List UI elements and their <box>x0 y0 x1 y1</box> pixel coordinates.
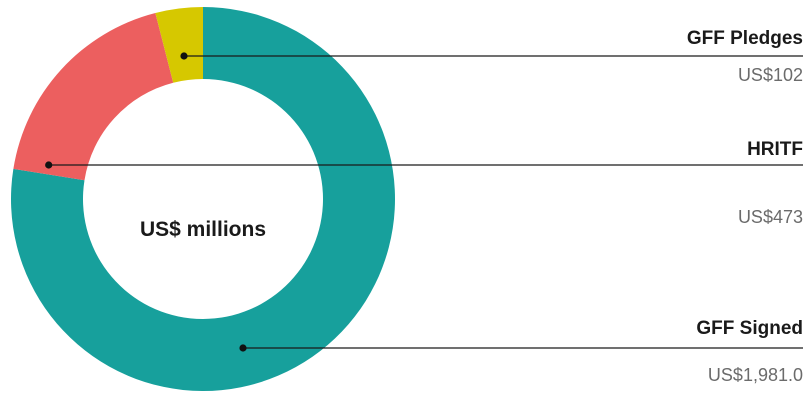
legend-value-hritf: US$473 <box>738 207 803 227</box>
slice-hritf <box>13 13 174 181</box>
legend-value-gff-pledges: US$102 <box>738 65 803 85</box>
leader-dot-hritf <box>45 161 53 169</box>
leader-dot-gff-signed <box>239 344 247 352</box>
slice-gff-pledges <box>155 7 203 83</box>
leader-dot-gff-pledges <box>180 52 188 60</box>
center-label: US$ millions <box>140 218 266 241</box>
legend-value-gff-signed: US$1,981.0 <box>708 365 803 385</box>
leader-lines <box>45 52 803 352</box>
slice-gff-signed <box>10 7 395 391</box>
legend-label-gff-signed: GFF Signed <box>696 318 803 339</box>
donut-slices <box>10 7 395 391</box>
legend-label-gff-pledges: GFF Pledges <box>687 28 803 49</box>
legend-label-hritf: HRITF <box>747 139 803 160</box>
